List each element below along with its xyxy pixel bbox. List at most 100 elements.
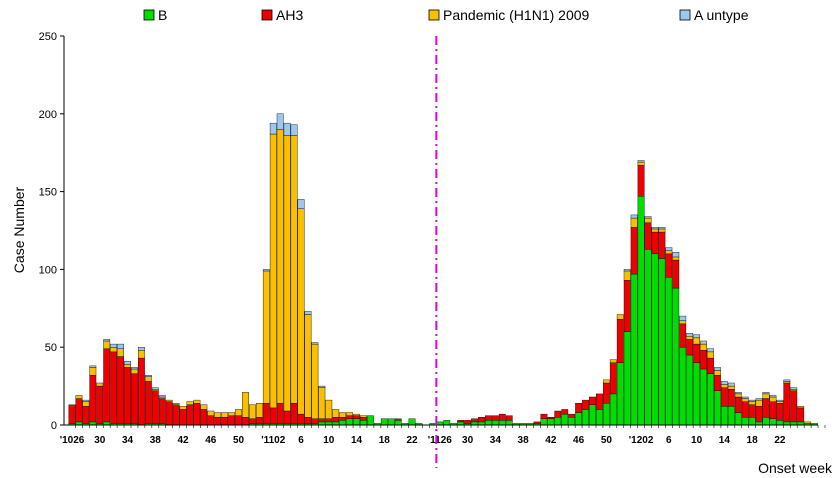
bar-b-90 (693, 362, 701, 426)
bar-pandemic-h1n1-2009-13 (158, 396, 166, 399)
bar-ah3-14 (165, 401, 173, 426)
bar-pandemic-h1n1-2009-32 (290, 135, 298, 404)
bar-ah3-7 (117, 356, 124, 424)
bar-pandemic-h1n1-2009-35 (311, 343, 319, 419)
bar-b-79 (616, 362, 624, 426)
x-tick-label: 18 (379, 435, 391, 446)
bar-ah3-71 (561, 409, 569, 415)
bar-a-untype-88 (679, 315, 687, 321)
bar-a-untype-2 (82, 399, 90, 402)
bar-ah3-17 (186, 404, 194, 426)
bar-ah3-103 (783, 382, 791, 423)
bar-pandemic-h1n1-2009-10 (137, 350, 145, 359)
bar-ah3-40 (346, 415, 353, 419)
bar-ah3-24 (235, 415, 242, 426)
bar-pandemic-h1n1-2009-3 (89, 367, 97, 376)
bar-a-untype-5 (103, 339, 111, 342)
bar-a-untype-85 (658, 227, 666, 230)
bar-ah3-5 (103, 348, 111, 423)
bar-pandemic-h1n1-2009-18 (193, 399, 201, 404)
x-tick-label: 50 (233, 435, 245, 446)
bar-pandemic-h1n1-2009-20 (207, 410, 215, 416)
bar-pandemic-h1n1-2009-39 (339, 412, 347, 418)
bar-b-85 (658, 258, 666, 426)
x-tick-label: 22 (406, 435, 418, 446)
bar-ah3-88 (679, 323, 687, 348)
bar-pandemic-h1n1-2009-29 (269, 133, 277, 409)
bar-pandemic-h1n1-2009-89 (686, 336, 694, 340)
bar-a-untype-35 (311, 342, 319, 345)
bar-pandemic-h1n1-2009-21 (214, 412, 222, 418)
bar-ah3-86 (665, 253, 673, 278)
bar-ah3-70 (554, 410, 562, 418)
bar-b-84 (651, 253, 659, 426)
bar-ah3-13 (158, 398, 166, 424)
bar-b-60 (485, 420, 492, 426)
bar-b-72 (568, 417, 576, 426)
legend-label-a-untype: A untype (694, 7, 749, 23)
bar-b-86 (665, 276, 673, 426)
bar-b-97 (741, 417, 749, 426)
bar-b-78 (609, 393, 617, 426)
bar-ah3-77 (602, 382, 610, 404)
bar-ah3-89 (686, 339, 694, 356)
bar-pandemic-h1n1-2009-96 (734, 393, 742, 398)
bar-pandemic-h1n1-2009-103 (783, 381, 791, 384)
bar-pandemic-h1n1-2009-84 (651, 228, 659, 233)
x-tick-label: 42 (545, 435, 557, 446)
bar-a-untype-95 (727, 382, 735, 387)
bar-pandemic-h1n1-2009-33 (297, 208, 305, 415)
x-tick-label: 34 (122, 435, 134, 446)
bar-pandemic-h1n1-2009-101 (769, 396, 777, 402)
bar-ah3-20 (207, 415, 215, 426)
x-tick-label: '1102 (261, 435, 286, 446)
bar-ah3-78 (609, 362, 617, 395)
bar-pandemic-h1n1-2009-2 (82, 401, 90, 407)
y-tick-label: 200 (39, 109, 57, 121)
bar-pandemic-h1n1-2009-94 (720, 384, 728, 388)
bar-pandemic-h1n1-2009-98 (748, 401, 756, 405)
y-tick-label: 50 (45, 342, 57, 354)
legend-label-pandemic: Pandemic (H1N1) 2009 (443, 7, 590, 23)
bar-a-untype-32 (290, 124, 298, 136)
bar-a-untype-36 (318, 385, 326, 388)
bar-b-75 (589, 404, 596, 426)
bar-b-82 (637, 196, 645, 426)
bar-b-73 (575, 412, 583, 426)
y-axis-label: Case Number (11, 186, 27, 273)
bar-b-76 (596, 409, 603, 426)
bar-a-untype-91 (700, 340, 707, 345)
bar-pandemic-h1n1-2009-41 (353, 413, 360, 416)
bar-ah3-30 (276, 403, 284, 424)
bar-ah3-28 (262, 403, 270, 424)
bar-b-102 (776, 420, 784, 426)
bar-pandemic-h1n1-2009-5 (103, 340, 111, 349)
bar-a-untype-100 (762, 392, 770, 395)
bar-pandemic-h1n1-2009-16 (179, 406, 187, 410)
bar-pandemic-h1n1-2009-81 (630, 217, 638, 228)
bar-pandemic-h1n1-2009-79 (616, 314, 624, 320)
bar-ah3-37 (325, 418, 333, 423)
bar-pandemic-h1n1-2009-90 (693, 337, 701, 345)
bar-a-untype-86 (665, 247, 673, 251)
bar-a-untype-92 (707, 348, 714, 353)
bar-pandemic-h1n1-2009-25 (242, 392, 249, 418)
bar-ah3-92 (707, 357, 714, 374)
bar-ah3-41 (353, 415, 360, 419)
bar-ah3-4 (96, 385, 104, 424)
bar-ah3-12 (151, 390, 159, 424)
bar-a-untype-3 (89, 365, 97, 368)
bar-pandemic-h1n1-2009-91 (700, 343, 707, 351)
bar-pandemic-h1n1-2009-27 (255, 403, 263, 418)
y-tick-label: 250 (39, 31, 57, 43)
bar-b-91 (700, 368, 707, 426)
bar-ah3-35 (311, 418, 319, 424)
bar-a-untype-30 (276, 113, 284, 130)
bar-ah3-99 (755, 406, 763, 423)
bar-ah3-63 (505, 415, 513, 421)
bar-a-untype-28 (262, 269, 270, 272)
bar-pandemic-h1n1-2009-28 (262, 270, 270, 404)
bar-ah3-82 (637, 164, 645, 197)
bar-ah3-90 (693, 343, 701, 363)
